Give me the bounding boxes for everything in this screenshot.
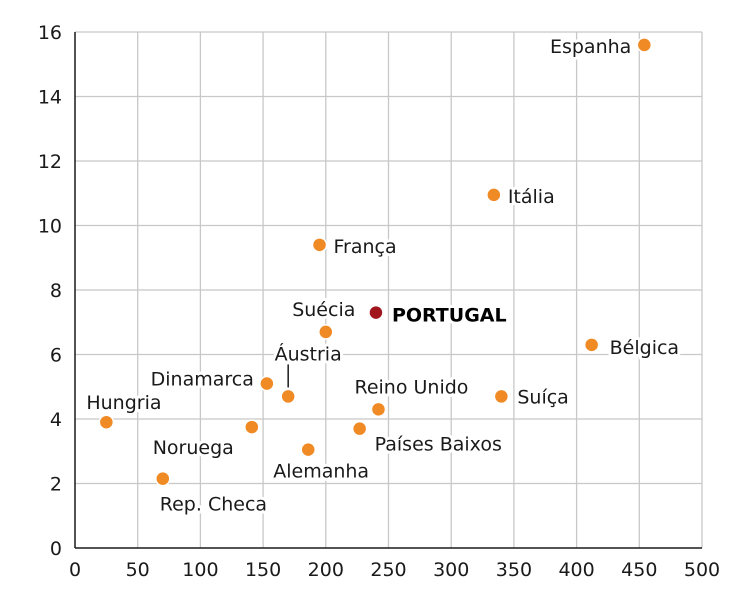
label-belgica: Bélgica <box>610 337 679 359</box>
label-portugal: PORTUGAL <box>392 305 507 327</box>
x-tick-label: 300 <box>433 559 469 581</box>
point-italia <box>486 187 502 203</box>
x-tick-label: 250 <box>370 559 406 581</box>
label-franca: França <box>334 236 397 258</box>
point-reino-unido <box>370 401 387 418</box>
y-tick-label: 0 <box>50 538 62 560</box>
point-belgica <box>583 337 600 353</box>
label-paises-baixos: Países Baixos <box>375 434 502 456</box>
y-tick-label: 16 <box>38 22 62 44</box>
point-portugal <box>368 304 384 321</box>
x-tick-label: 200 <box>308 559 344 581</box>
grid <box>75 31 703 548</box>
label-reino-unido: Reino Unido <box>354 376 468 398</box>
point-dinamarca <box>259 375 275 392</box>
x-tick-label: 50 <box>126 559 150 581</box>
x-tick-label: 450 <box>621 559 657 581</box>
label-suecia: Suécia <box>292 299 355 321</box>
label-dinamarca: Dinamarca <box>151 369 254 391</box>
y-tick-label: 2 <box>50 474 62 496</box>
label-noruega: Noruega <box>153 437 234 459</box>
x-tick-label: 0 <box>69 559 81 581</box>
label-suica: Suíça <box>517 386 568 408</box>
point-noruega <box>244 419 260 435</box>
point-suica <box>493 388 510 405</box>
point-labels: Espanha Itália França PORTUGAL Suécia Bélgica… <box>83 33 682 519</box>
point-paises-baixos <box>351 420 368 437</box>
label-austria: Áustria <box>275 342 342 365</box>
x-tick-label: 150 <box>245 559 281 581</box>
x-tick-label: 400 <box>558 559 594 581</box>
label-hungria: Hungria <box>86 392 161 414</box>
y-tick-label: 6 <box>50 345 62 367</box>
y-tick-label: 4 <box>50 409 62 431</box>
y-tick-label: 10 <box>38 216 62 238</box>
label-espanha: Espanha <box>550 36 631 58</box>
tick-labels: 0 50 100 150 200 250 300 350 400 450 500 0 2 4 6 8 10 12 1… <box>38 22 720 581</box>
x-tick-label: 100 <box>182 559 218 581</box>
label-italia: Itália <box>508 186 555 208</box>
x-tick-label: 500 <box>684 559 720 581</box>
point-alemanha <box>300 441 316 458</box>
point-hungria <box>98 414 115 430</box>
y-tick-label: 12 <box>38 151 62 173</box>
point-austria <box>280 388 296 405</box>
axes <box>74 32 702 549</box>
label-alemanha: Alemanha <box>273 461 369 483</box>
point-suecia <box>318 324 334 340</box>
y-tick-label: 8 <box>50 280 62 302</box>
point-franca <box>311 237 328 253</box>
x-tick-label: 350 <box>496 559 532 581</box>
label-rep-checa: Rep. Checa <box>160 494 267 516</box>
y-tick-label: 14 <box>38 87 62 109</box>
point-espanha <box>636 37 653 53</box>
data-points <box>98 37 653 487</box>
point-rep-checa <box>155 470 171 487</box>
